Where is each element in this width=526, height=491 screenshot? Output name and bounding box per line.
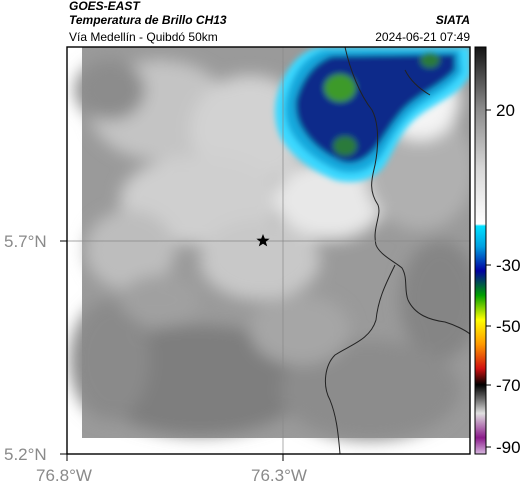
lat-tick-label: 5.2°N (4, 445, 47, 464)
satellite-source: GOES-EAST (69, 0, 140, 13)
cloud-texture (70, 60, 470, 440)
colorbar-label: -90 (496, 438, 521, 457)
colorbar-label: -30 (496, 256, 521, 275)
colorbar-label: 20 (496, 101, 515, 120)
border-line (344, 47, 470, 335)
lat-tick-label: 5.7°N (4, 232, 47, 251)
product-title: Temperatura de Brillo CH13 (69, 13, 227, 27)
lon-tick-label: 76.3°W (251, 466, 307, 485)
border-line (324, 264, 396, 454)
lon-tick-label: 76.8°W (36, 466, 92, 485)
location-star-icon (256, 234, 270, 247)
convective-cloud (275, 47, 470, 182)
map-border (66, 46, 471, 455)
colorbar-label: -50 (496, 317, 521, 336)
colorbar (474, 46, 487, 455)
organization-label: SIATA (435, 13, 470, 27)
border-line (404, 69, 431, 96)
datetime-label: 2024-06-21 07:49 (375, 30, 470, 44)
imagery (67, 47, 470, 454)
region-label: Vía Medellín - Quibdó 50km (69, 30, 218, 44)
colorbar-label: -70 (496, 376, 521, 395)
